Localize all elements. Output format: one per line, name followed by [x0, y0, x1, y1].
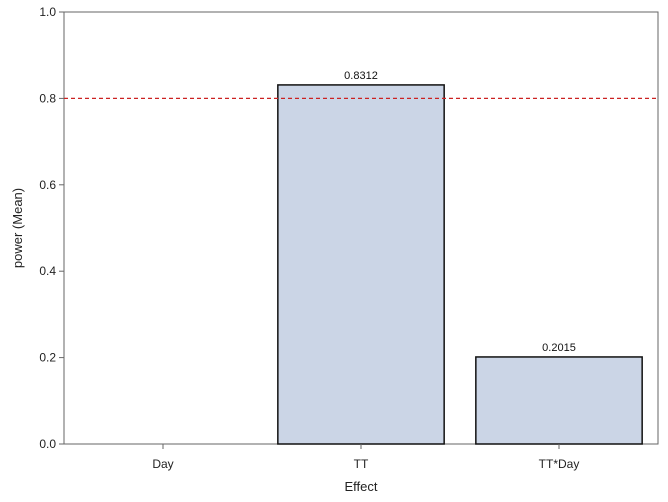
bar-value-label: 0.8312: [344, 70, 378, 82]
y-axis-title: power (Mean): [10, 188, 25, 268]
x-tick-label: TT: [354, 457, 369, 471]
bar-value-label: 0.2015: [542, 342, 576, 354]
bar-tt-day: [475, 356, 643, 445]
y-axis-ticks: 0.0 0.2 0.4 0.6 0.8 1.0: [39, 5, 64, 451]
y-tick-label: 0.6: [39, 178, 56, 192]
y-tick-label: 0.4: [39, 264, 56, 278]
x-tick-label: Day: [152, 457, 173, 471]
x-axis-ticks: Day TT TT*Day: [152, 444, 579, 471]
x-axis-title: Effect: [344, 479, 377, 494]
y-tick-label: 0.2: [39, 351, 56, 365]
y-tick-label: 1.0: [39, 5, 56, 19]
bar-tt: [277, 84, 445, 445]
y-tick-label: 0.8: [39, 91, 56, 105]
y-tick-label: 0.0: [39, 437, 56, 451]
x-tick-label: TT*Day: [539, 457, 580, 471]
bars-layer: 0.8312 0.2015: [277, 70, 643, 445]
